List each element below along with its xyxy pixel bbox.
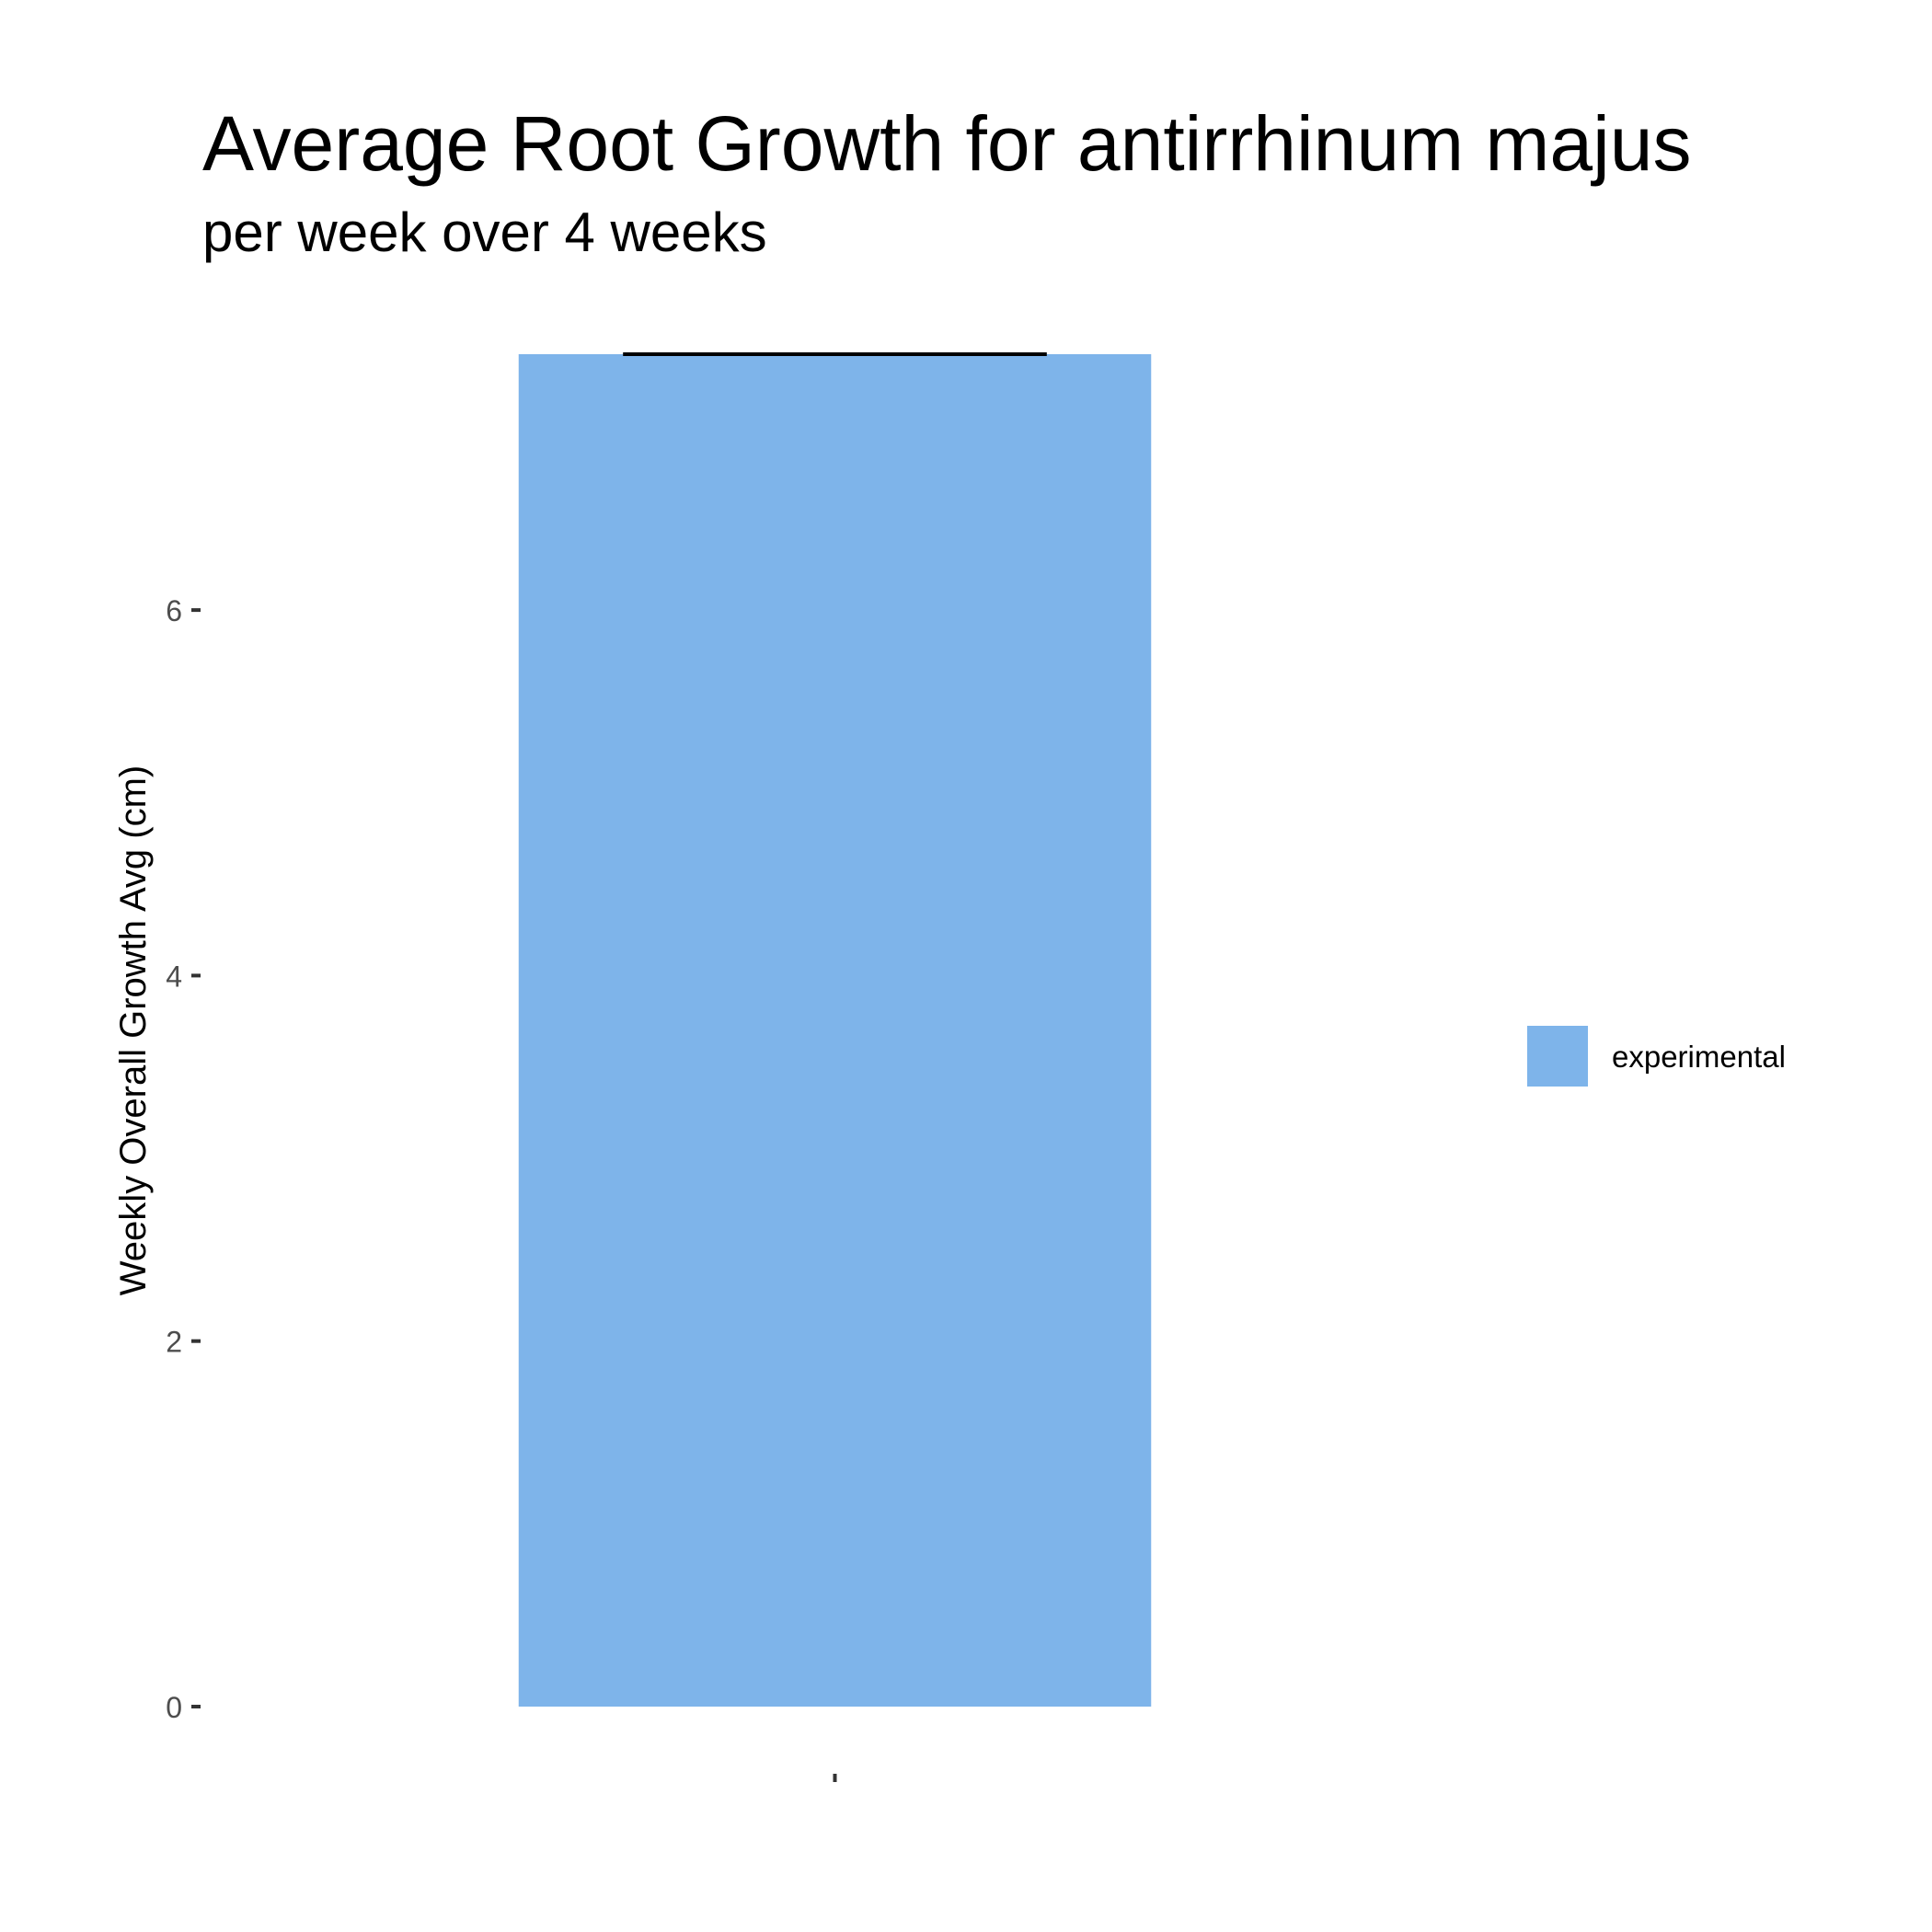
- y-tick-label: 4: [166, 960, 182, 993]
- legend-key: [1527, 1026, 1588, 1087]
- bars-layer: [518, 354, 1152, 1707]
- chart-title: Average Root Growth for antirrhinum maju…: [202, 100, 1692, 187]
- y-axis: 0 2 4 6: [166, 594, 201, 1724]
- y-axis-title: Weekly Overall Growth Avg (cm): [113, 765, 154, 1295]
- y-tick-label: 6: [166, 594, 182, 627]
- bar: [518, 354, 1152, 1707]
- y-tick-label: 0: [166, 1691, 182, 1724]
- chart-subtitle: per week over 4 weeks: [202, 201, 767, 263]
- y-tick-label: 2: [166, 1326, 182, 1359]
- legend: experimental: [1527, 1026, 1786, 1087]
- legend-label: experimental: [1612, 1040, 1786, 1074]
